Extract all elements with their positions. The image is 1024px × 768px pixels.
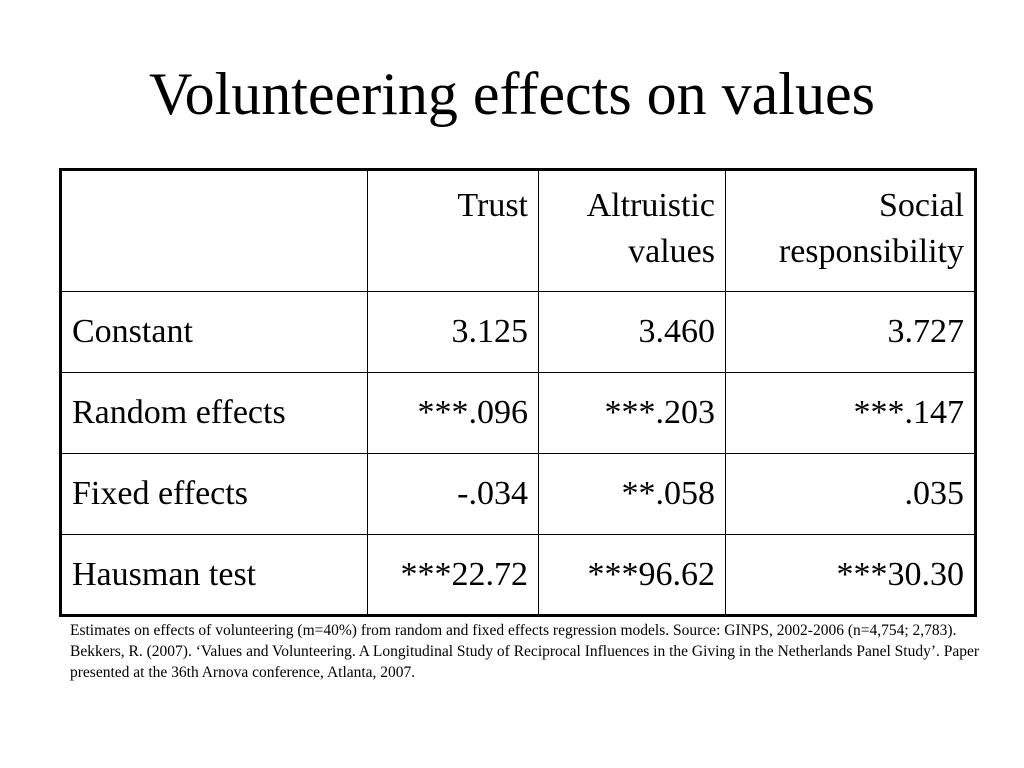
cell-altruistic-values: ***.203 [538,372,726,454]
header-cell-altruistic-values: Altruistic values [538,169,726,292]
row-label: Random effects [60,372,368,454]
cell-trust: -.034 [367,453,539,535]
header-cell-trust: Trust [367,169,539,292]
cell-trust: ***22.72 [367,534,539,616]
cell-altruistic-values: 3.460 [538,291,726,373]
header-text: Trust [457,187,528,224]
cell-social-responsibility: ***30.30 [725,534,976,616]
source-footnote: Estimates on effects of volunteering (m=… [70,622,980,681]
row-label: Constant [60,291,368,373]
cell-trust: 3.125 [367,291,539,373]
cell-social-responsibility: 3.727 [725,291,976,373]
header-text: Social [879,187,964,224]
header-cell-empty [60,169,368,292]
slide-title: Volunteering effects on values [149,61,875,127]
cell-altruistic-values: **.058 [538,453,726,535]
cell-altruistic-values: ***96.62 [538,534,726,616]
cell-trust: ***.096 [367,372,539,454]
table-row-constant: Constant 3.125 3.460 3.727 [60,291,976,373]
row-label: Hausman test [60,534,368,616]
header-text: values [628,233,715,270]
cell-social-responsibility: ***.147 [725,372,976,454]
header-row: Trust Altruistic values Social responsib… [60,169,976,292]
header-text: Altruistic [586,187,715,224]
header-cell-social-responsibility: Social responsibility [725,169,976,292]
table-row-fixed-effects: Fixed effects -.034 **.058 .035 [60,453,976,535]
row-label: Fixed effects [60,453,368,535]
cell-social-responsibility: .035 [725,453,976,535]
table-row-hausman-test: Hausman test ***22.72 ***96.62 ***30.30 [60,534,976,616]
header-text: responsibility [778,233,964,270]
table-row-random-effects: Random effects ***.096 ***.203 ***.147 [60,372,976,454]
results-table: Trust Altruistic values Social responsib… [59,168,977,617]
